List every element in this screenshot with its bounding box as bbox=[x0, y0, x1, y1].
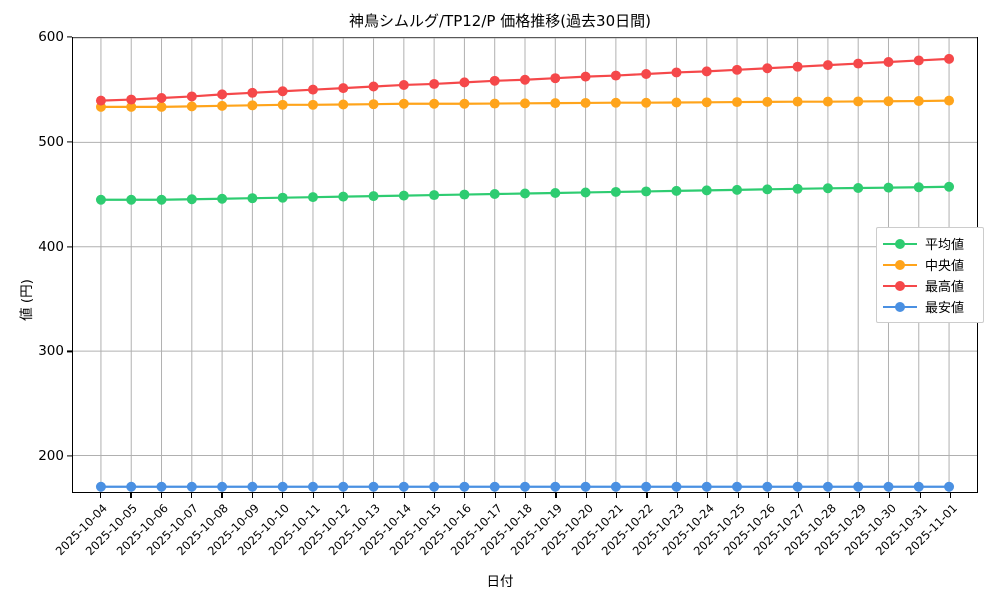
chart-legend: 平均値中央値最高値最安値 bbox=[876, 227, 984, 323]
legend-swatch-icon bbox=[883, 258, 917, 272]
series-1 bbox=[95, 95, 955, 112]
y-tick-label: 600 bbox=[38, 29, 64, 45]
legend-label: 中央値 bbox=[925, 259, 965, 274]
x-tick-mark bbox=[221, 493, 223, 498]
x-tick-mark bbox=[464, 493, 466, 498]
x-tick-mark bbox=[494, 493, 496, 498]
legend-item[interactable]: 最安値 bbox=[883, 296, 977, 317]
y-tick-label: 200 bbox=[38, 448, 64, 465]
legend-label: 平均値 bbox=[925, 238, 965, 253]
x-tick-mark bbox=[160, 493, 162, 498]
y-tick-label: 400 bbox=[38, 238, 64, 255]
x-tick-mark bbox=[373, 493, 375, 498]
x-tick-mark bbox=[737, 493, 739, 498]
grid-lines bbox=[73, 37, 977, 492]
x-tick-mark bbox=[767, 493, 770, 498]
y-tick-mark bbox=[67, 350, 72, 353]
x-tick-mark bbox=[555, 493, 557, 498]
legend-label: 最高値 bbox=[925, 280, 965, 295]
legend-swatch-icon bbox=[883, 279, 917, 293]
x-axis-tick-labels: 2025-10-04 2025-10-05 2025-10-06 2025-10-07… bbox=[53, 501, 978, 581]
y-tick-mark bbox=[67, 36, 72, 38]
y-axis-tick-marks bbox=[64, 36, 72, 493]
x-tick-mark bbox=[282, 493, 284, 498]
x-tick-mark bbox=[191, 493, 193, 498]
x-tick-mark bbox=[889, 493, 891, 498]
x-tick-mark bbox=[403, 493, 405, 498]
y-axis-tick-labels: 200 300 400 500 600 bbox=[0, 29, 64, 493]
y-tick-mark bbox=[67, 246, 72, 248]
x-axis-label: 日付 bbox=[486, 574, 514, 590]
legend-label: 最安値 bbox=[925, 301, 965, 316]
x-tick-mark bbox=[251, 493, 253, 498]
x-tick-mark bbox=[525, 493, 527, 498]
x-tick-mark bbox=[585, 493, 587, 498]
x-tick-mark bbox=[312, 493, 314, 498]
legend-item[interactable]: 最高値 bbox=[883, 275, 977, 296]
x-tick-mark bbox=[828, 493, 830, 498]
y-tick-label: 300 bbox=[38, 343, 64, 360]
x-tick-mark bbox=[919, 493, 921, 498]
x-tick-mark bbox=[433, 493, 436, 498]
data-series-layer bbox=[95, 53, 955, 492]
y-tick-label: 500 bbox=[38, 133, 64, 150]
plot-area bbox=[72, 37, 978, 493]
series-2 bbox=[95, 53, 955, 106]
y-tick-mark bbox=[67, 141, 72, 143]
legend-swatch-icon bbox=[883, 300, 917, 314]
x-tick-mark bbox=[707, 493, 709, 498]
x-tick-mark bbox=[858, 493, 861, 498]
legend-item[interactable]: 平均値 bbox=[883, 233, 977, 254]
legend-swatch-icon bbox=[883, 237, 917, 251]
series-0 bbox=[95, 181, 955, 205]
x-tick-mark bbox=[798, 493, 800, 498]
x-tick-mark bbox=[950, 493, 952, 498]
series-3 bbox=[95, 481, 955, 492]
x-tick-mark bbox=[342, 493, 345, 498]
x-tick-mark bbox=[646, 493, 648, 498]
x-tick-mark bbox=[130, 493, 132, 498]
x-tick-mark bbox=[616, 493, 618, 498]
chart-title: 神鳥シムルグ/TP12/P 価格推移(過去30日間) bbox=[348, 12, 651, 30]
x-tick-mark bbox=[676, 493, 678, 498]
x-axis-tick-marks bbox=[72, 493, 978, 501]
legend-item[interactable]: 中央値 bbox=[883, 254, 977, 275]
y-tick-mark bbox=[67, 455, 72, 457]
x-tick-mark bbox=[100, 493, 102, 498]
